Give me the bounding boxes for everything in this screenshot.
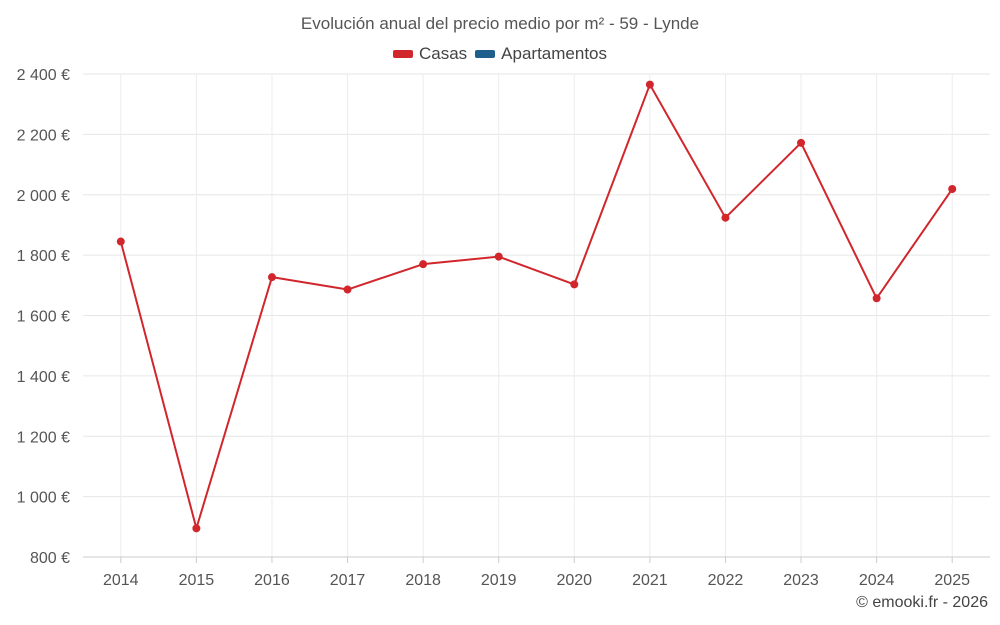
data-point-casas-2025[interactable] xyxy=(948,185,957,194)
x-tick-label: 2024 xyxy=(859,572,895,589)
legend-item-apartamentos[interactable]: Apartamentos xyxy=(475,44,607,64)
x-tick-label: 2019 xyxy=(481,572,517,589)
y-tick-label: 800 € xyxy=(30,550,70,567)
credit-text: © emooki.fr - 2026 xyxy=(856,594,988,611)
series-line-casas xyxy=(119,83,954,530)
data-point-casas-2021[interactable] xyxy=(645,80,654,89)
y-tick-label: 1 800 € xyxy=(17,248,70,265)
axes: 800 € 1 000 € 1 200 € 1 400 € 1 600 € 1 800 €… xyxy=(17,67,990,589)
legend-label-casas: Casas xyxy=(418,44,468,63)
data-point-casas-2024[interactable] xyxy=(872,294,881,303)
x-tick-label: 2021 xyxy=(632,572,668,589)
x-tick-label: 2018 xyxy=(405,572,441,589)
data-point-casas-2015[interactable] xyxy=(192,524,201,533)
legend-item-casas[interactable]: Casas xyxy=(392,44,468,64)
legend-swatch-apartamentos xyxy=(475,50,496,58)
x-tick-label: 2023 xyxy=(783,572,819,589)
y-tick-label: 2 400 € xyxy=(17,67,70,84)
x-tick-label: 2016 xyxy=(254,572,290,589)
data-point-casas-2018[interactable] xyxy=(419,260,428,269)
x-tick-label: 2020 xyxy=(556,572,592,589)
y-tick-label: 1 600 € xyxy=(17,309,70,326)
grid xyxy=(83,73,990,558)
legend-label-apartamentos: Apartamentos xyxy=(501,44,608,63)
x-tick-label: 2014 xyxy=(103,572,139,589)
y-tick-label: 2 000 € xyxy=(17,188,70,205)
y-tick-label: 1 000 € xyxy=(17,490,70,507)
data-point-casas-2023[interactable] xyxy=(797,138,806,147)
y-tick-label: 1 200 € xyxy=(17,429,70,446)
legend-swatch-casas xyxy=(392,50,413,58)
data-point-casas-2020[interactable] xyxy=(570,280,579,289)
legend: Casas Apartamentos xyxy=(0,44,1000,64)
y-tick-label: 1 400 € xyxy=(17,369,70,386)
x-tick-label: 2017 xyxy=(330,572,366,589)
x-tick-label: 2025 xyxy=(934,572,970,589)
data-point-casas-2017[interactable] xyxy=(343,285,352,294)
data-point-casas-2016[interactable] xyxy=(267,273,276,282)
x-tick-label: 2015 xyxy=(179,572,215,589)
data-point-casas-2022[interactable] xyxy=(721,213,730,222)
data-point-casas-2019[interactable] xyxy=(494,252,503,261)
y-tick-label: 2 200 € xyxy=(17,127,70,144)
data-point-casas-2014[interactable] xyxy=(116,237,125,246)
x-tick-label: 2022 xyxy=(708,572,744,589)
chart-title: Evolución anual del precio medio por m² … xyxy=(300,14,700,33)
series xyxy=(116,80,957,533)
